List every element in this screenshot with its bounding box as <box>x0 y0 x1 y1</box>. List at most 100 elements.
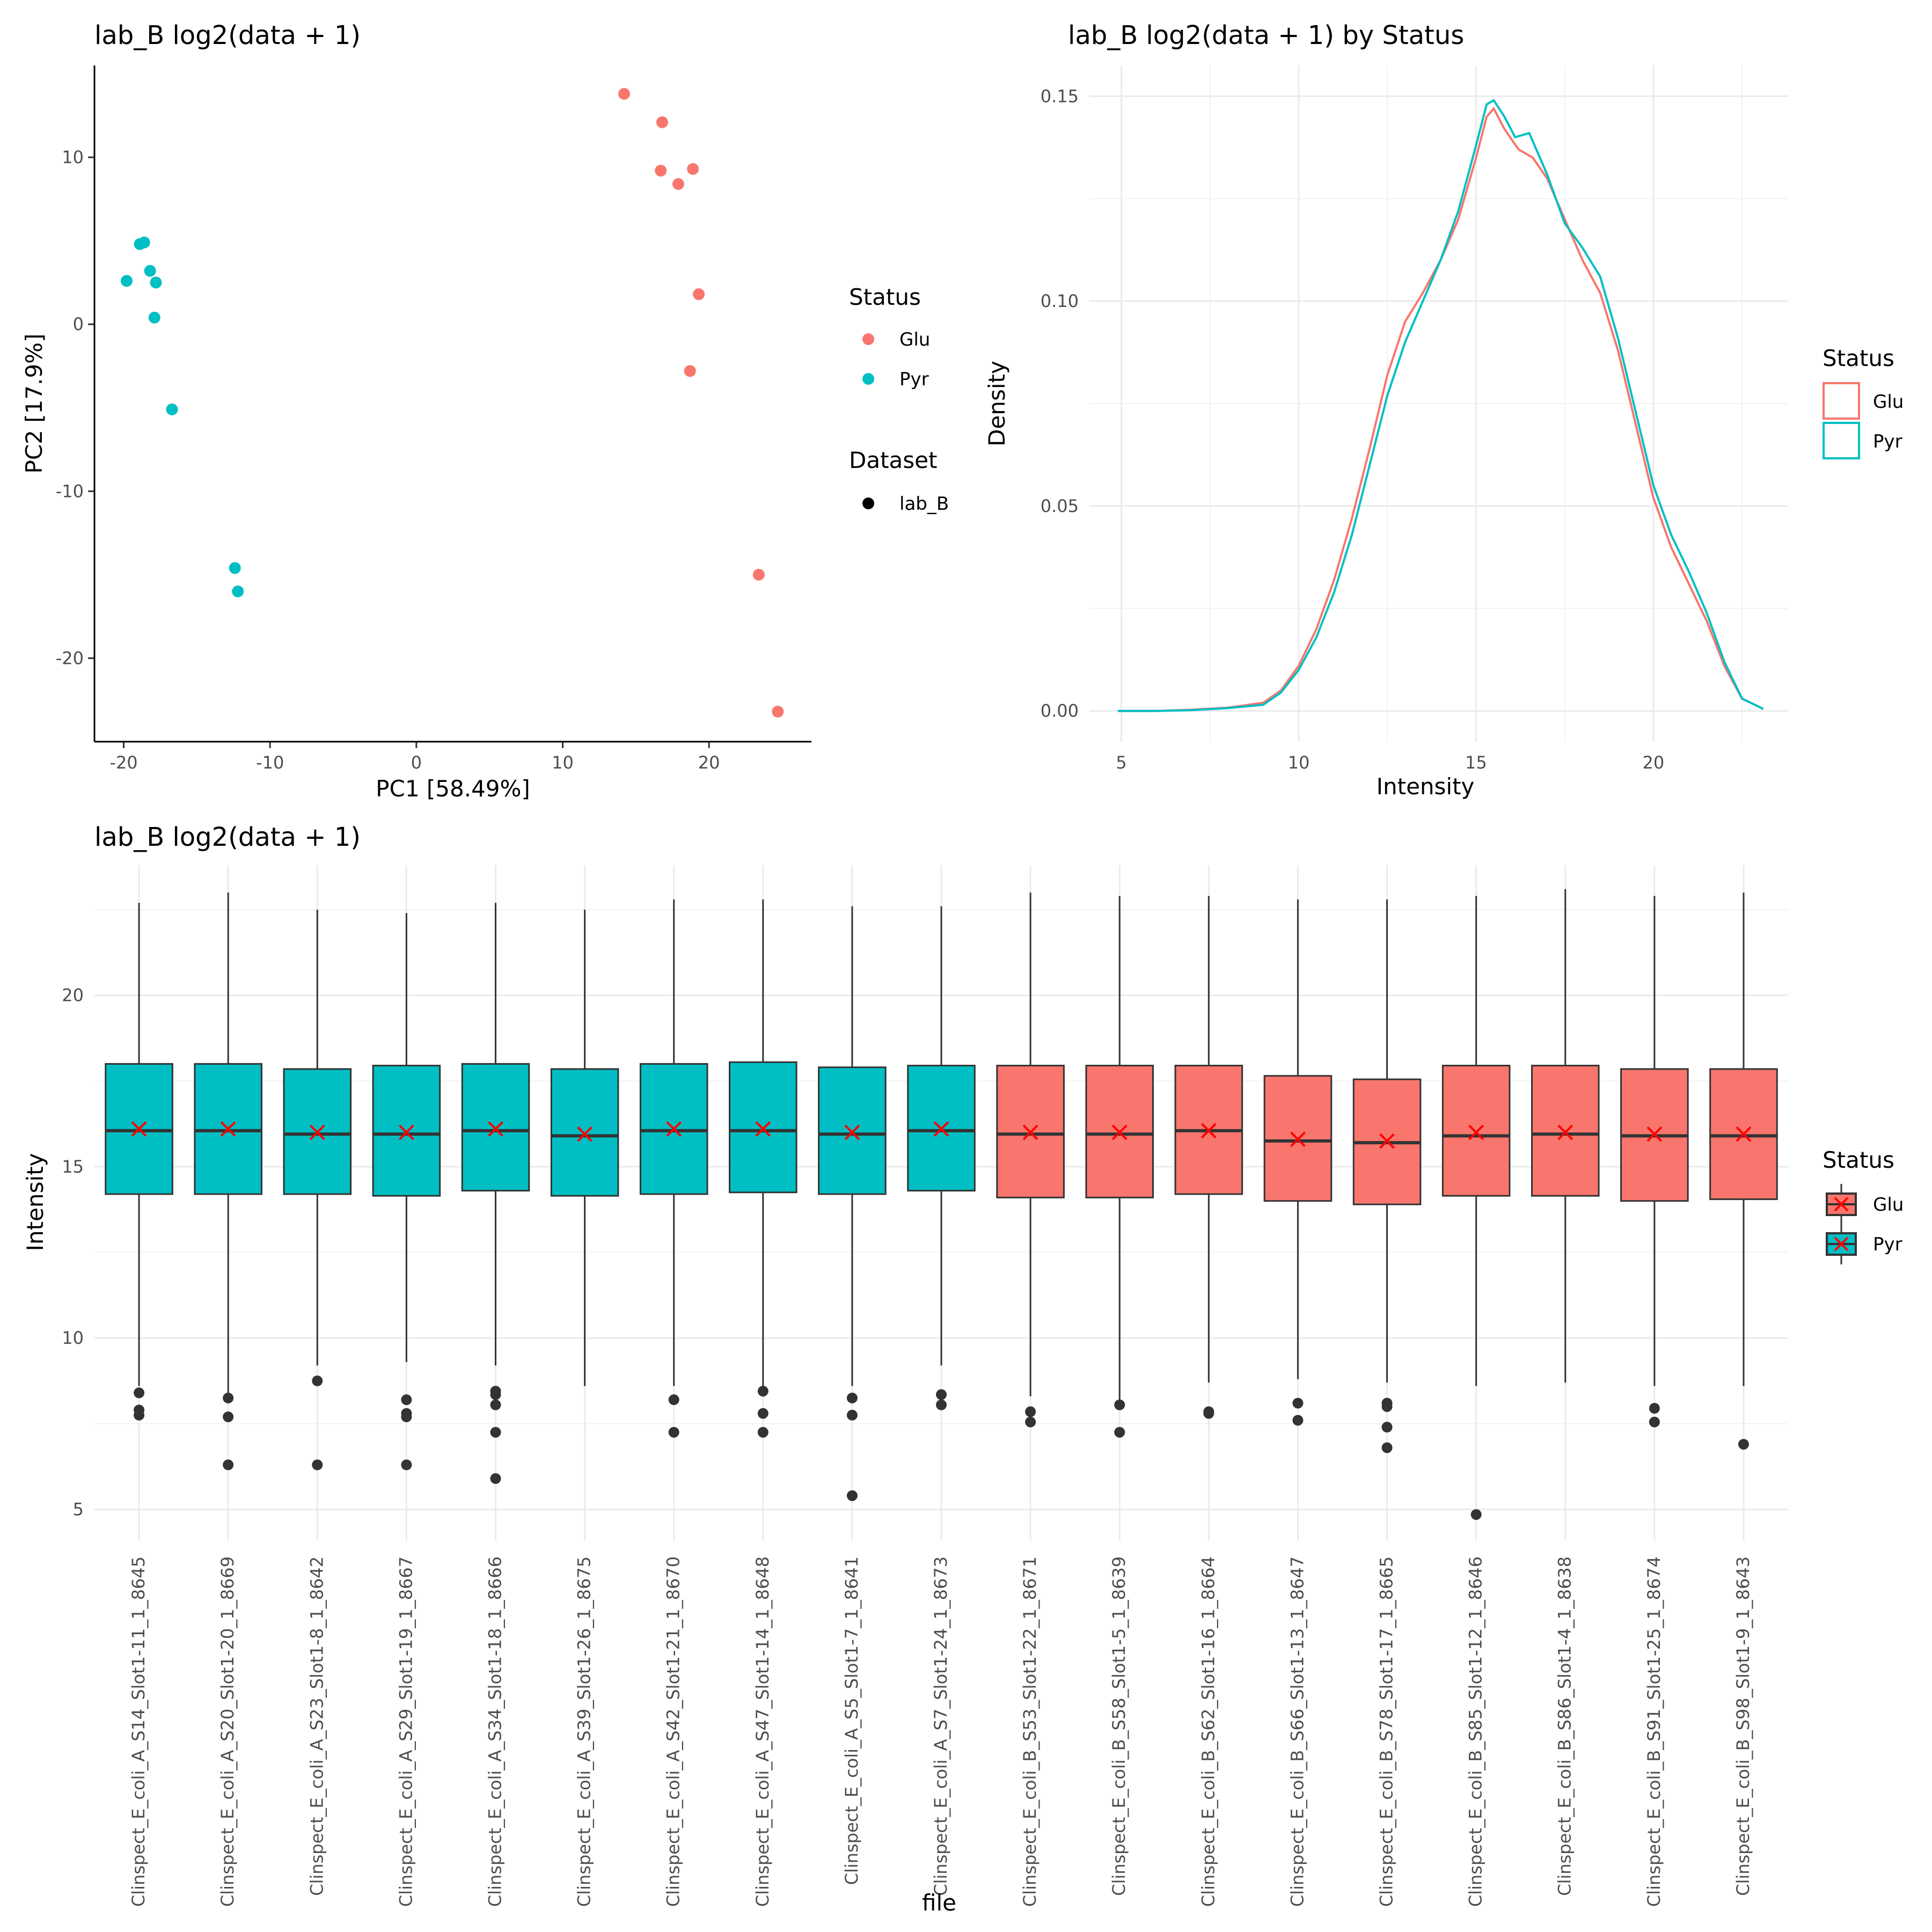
boxplot-x-tick-label: Clinspect_E_coli_A_S34_Slot1-18_1_8666 <box>485 1556 505 1907</box>
boxplot-outlier <box>1025 1416 1036 1428</box>
density-y-tick-label: 0.00 <box>1041 701 1079 721</box>
pca-points <box>120 87 784 718</box>
pca-x-tick-label: 20 <box>698 752 720 773</box>
boxplot-x-tick-label: Clinspect_E_coli_A_S14_Slot1-11_1_8645 <box>128 1556 149 1907</box>
boxplot-box-group <box>639 899 708 1438</box>
pca-point-pyr <box>120 275 133 287</box>
boxplot-outlier <box>1114 1399 1125 1410</box>
boxplot-outlier <box>490 1389 501 1400</box>
boxplot-outlier <box>1738 1439 1749 1450</box>
pca-x-tick-label: -10 <box>256 752 284 773</box>
pca-legend-labb-key <box>862 497 874 509</box>
pca-y-tick-label: -10 <box>56 481 84 501</box>
boxplot-box <box>372 1065 441 1197</box>
pca-point-glu <box>655 165 667 177</box>
density-legend-glu-key <box>1823 382 1860 420</box>
density-legend-title: Status <box>1823 345 1894 371</box>
boxplot-x-tick-label: Clinspect_E_coli_B_S86_Slot1-4_1_8638 <box>1555 1556 1575 1896</box>
boxplot-mean-marker <box>755 1121 771 1137</box>
density-lines <box>1117 99 1764 712</box>
boxplot-x-tick-label: Clinspect_E_coli_B_S98_Slot1-9_1_8643 <box>1733 1556 1753 1896</box>
boxplot-box <box>907 1065 976 1192</box>
boxplot-legend-title: Status <box>1823 1147 1894 1173</box>
boxplot-outlier <box>1292 1397 1304 1409</box>
boxplot-box-group <box>1709 892 1778 1450</box>
pca-point-pyr <box>229 562 241 574</box>
boxplot-mean-marker <box>844 1124 860 1140</box>
boxplot-outlier <box>1114 1426 1125 1438</box>
boxplot-y-tick-label: 20 <box>62 985 84 1006</box>
pca-point-glu <box>693 288 705 301</box>
boxplot-title: lab_B log2(data + 1) <box>94 822 361 852</box>
boxplot-outlier <box>1649 1403 1660 1414</box>
boxplot-outlier <box>312 1459 323 1470</box>
boxplot-mean-marker <box>933 1121 949 1137</box>
boxplot-y-tick-label: 10 <box>62 1328 84 1348</box>
pca-point-glu <box>752 568 765 581</box>
boxplot-mean-marker <box>398 1124 414 1140</box>
boxplot-x-tick-label: Clinspect_E_coli_B_S53_Slot1-22_1_8671 <box>1020 1556 1040 1907</box>
boxplot-box-group <box>907 906 976 1410</box>
pca-title: lab_B log2(data + 1) <box>94 20 361 50</box>
pca-point-glu <box>656 116 668 128</box>
boxplot-mean-marker <box>666 1121 682 1137</box>
boxplot-y-axis-title: Intensity <box>22 1153 48 1252</box>
pca-legend-dataset-title: Dataset <box>849 447 937 473</box>
boxplot-outlier <box>401 1394 412 1406</box>
boxplot-outlier <box>1649 1416 1660 1428</box>
boxplot-box-group <box>283 910 352 1470</box>
boxplot-x-tick-label: Clinspect_E_coli_A_S42_Slot1-21_1_8670 <box>663 1556 684 1907</box>
boxplot-x-tick-label: Clinspect_E_coli_A_S39_Slot1-26_1_8675 <box>574 1556 595 1907</box>
density-y-tick-label: 0.05 <box>1041 496 1079 516</box>
pca-legend-glu-label: Glu <box>899 329 930 350</box>
boxplot-legend-pyr-label: Pyr <box>1873 1234 1902 1255</box>
pca-y-tick-label: -20 <box>56 648 84 668</box>
boxplot-outlier <box>134 1387 145 1399</box>
boxplot-y-tick-label: 5 <box>73 1499 84 1520</box>
boxplot-box-group <box>194 892 262 1470</box>
boxplot-mean-marker <box>131 1121 147 1137</box>
boxplot-mean-marker <box>1557 1124 1574 1140</box>
pca-y-axis-title: PC2 [17.9%] <box>21 334 47 474</box>
boxplot-box-group <box>1085 896 1154 1438</box>
density-x-tick-label: 5 <box>1116 752 1126 773</box>
boxplot-box <box>1531 1065 1600 1197</box>
boxplot-outlier <box>757 1426 769 1438</box>
boxplot-box-group <box>1174 896 1243 1419</box>
boxplot-mean-marker <box>1646 1126 1663 1142</box>
density-line-glu <box>1117 106 1764 712</box>
boxplot-outlier <box>401 1411 412 1423</box>
boxplot-panel: lab_B log2(data + 1) 5 10 15 20 Clinspect_E… <box>22 822 1904 1916</box>
boxplot-x-tick-label: Clinspect_E_coli_A_S29_Slot1-19_1_8667 <box>396 1556 416 1907</box>
boxplot-mean-marker <box>488 1121 503 1137</box>
pca-x-axis-title: PC1 [58.49%] <box>376 775 530 802</box>
boxplot-x-tick-label: Clinspect_E_coli_A_S20_Slot1-20_1_8669 <box>217 1556 238 1907</box>
pca-point-glu <box>672 178 684 190</box>
pca-point-pyr <box>148 311 160 324</box>
boxplot-y-tick-label: 15 <box>62 1157 84 1177</box>
boxplot-box <box>818 1066 887 1195</box>
boxplot-outlier <box>846 1490 858 1501</box>
boxplot-outlier <box>1470 1509 1482 1520</box>
boxplot-outlier <box>490 1426 501 1438</box>
boxplot-x-tick-label: Clinspect_E_coli_A_S47_Slot1-14_1_8648 <box>752 1556 773 1907</box>
boxplot-x-axis-title: file <box>922 1890 956 1916</box>
boxplot-outlier <box>1025 1406 1036 1417</box>
pca-point-glu <box>684 365 696 377</box>
boxplot-box <box>729 1061 797 1194</box>
boxplot-outlier <box>668 1394 679 1406</box>
boxplot-box-group <box>729 899 797 1438</box>
boxplot-legend-glu-key <box>1826 1184 1857 1225</box>
density-y-axis-title: Density <box>984 361 1010 447</box>
boxplot-outlier <box>846 1392 858 1403</box>
pca-x-tick-label: -20 <box>109 752 137 773</box>
boxplot-x-tick-label: Clinspect_E_coli_A_S7_Slot1-24_1_8673 <box>931 1556 951 1896</box>
boxplot-box <box>550 1068 619 1197</box>
density-legend-pyr-key <box>1823 422 1860 459</box>
boxplot-outlier <box>223 1411 234 1423</box>
boxplot-x-tick-label: Clinspect_E_coli_A_S5_Slot1-7_1_8641 <box>841 1556 862 1885</box>
boxplot-box-group <box>550 910 619 1386</box>
boxplot-mean-marker <box>309 1124 325 1140</box>
density-y-tick-label: 0.15 <box>1041 86 1079 106</box>
